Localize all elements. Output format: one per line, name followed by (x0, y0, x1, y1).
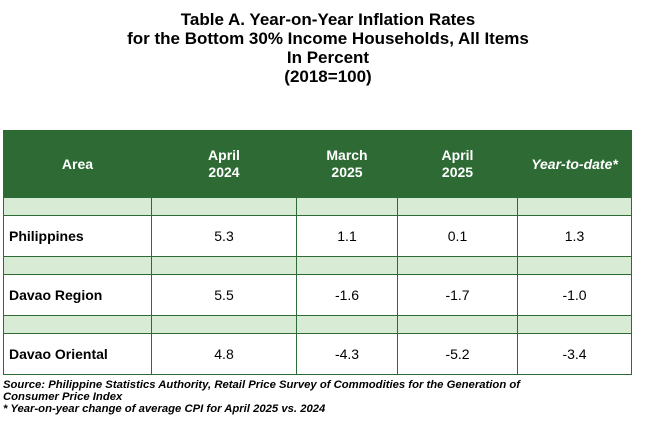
row-area-label: Philippines (3, 215, 152, 257)
source-note-line-2: Consumer Price Index (3, 391, 123, 403)
table-cell: -5.2 (397, 333, 518, 375)
table-notes: Source: Philippine Statistics Authority,… (3, 379, 643, 415)
spacer-row (3, 197, 632, 216)
table-cell: -1.6 (296, 274, 398, 316)
table-cell: -4.3 (296, 333, 398, 375)
table-cell: 5.5 (151, 274, 297, 316)
table-cell: 0.1 (397, 215, 518, 257)
footnote: * Year-on-year change of average CPI for… (3, 403, 326, 415)
header-april-2024: April 2024 (151, 130, 297, 198)
table-cell: 1.1 (296, 215, 398, 257)
table-cell: -1.7 (397, 274, 518, 316)
table-header-row: Area April 2024 March 2025 April 2025 Ye… (3, 130, 632, 198)
source-note-line-1: Source: Philippine Statistics Authority,… (3, 379, 521, 391)
table-cell: -3.4 (517, 333, 632, 375)
inflation-table: Area April 2024 March 2025 April 2025 Ye… (3, 130, 632, 375)
title-line-2: for the Bottom 30% Income Households, Al… (127, 29, 529, 48)
header-year-to-date: Year-to-date* (517, 130, 632, 198)
title-line-3: In Percent (286, 48, 370, 67)
row-area-label: Davao Region (3, 274, 152, 316)
title-line-4: (2018=100) (284, 67, 372, 86)
spacer-row (3, 256, 632, 275)
table-cell: 5.3 (151, 215, 297, 257)
table-cell: 4.8 (151, 333, 297, 375)
table-title: Table A. Year-on-Year Inflation Rates fo… (0, 10, 656, 86)
title-line-1: Table A. Year-on-Year Inflation Rates (180, 10, 476, 29)
table-row-davao-region: Davao Region 5.5 -1.6 -1.7 -1.0 (3, 274, 632, 316)
header-april-2025: April 2025 (397, 130, 518, 198)
table-cell: 1.3 (517, 215, 632, 257)
row-area-label: Davao Oriental (3, 333, 152, 375)
table-row-davao-oriental: Davao Oriental 4.8 -4.3 -5.2 -3.4 (3, 333, 632, 375)
table-row-philippines: Philippines 5.3 1.1 0.1 1.3 (3, 215, 632, 257)
table-cell: -1.0 (517, 274, 632, 316)
spacer-row (3, 315, 632, 334)
header-march-2025: March 2025 (296, 130, 398, 198)
header-area: Area (3, 130, 152, 198)
